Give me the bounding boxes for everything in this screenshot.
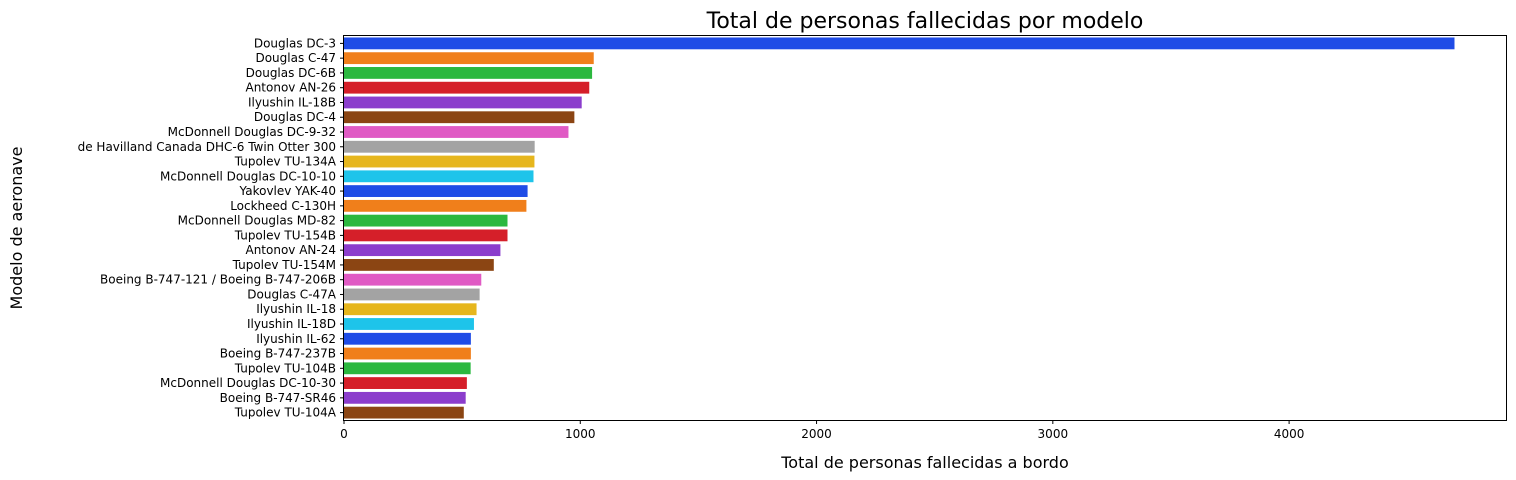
y-tick-label-25: Tupolev TU-104A [234, 406, 337, 420]
bar-23 [344, 377, 467, 389]
bar-16 [344, 273, 482, 286]
y-tick-label-18: Ilyushin IL-18 [256, 302, 336, 316]
y-tick-label-16: Boeing B-747-121 / Boeing B-747-206B [100, 273, 336, 287]
y-tick-label-9: McDonnell Douglas DC-10-10 [160, 169, 336, 183]
y-tick-label-15: Tupolev TU-154M [232, 258, 336, 272]
y-tick-label-8: Tupolev TU-134A [234, 155, 337, 169]
bar-6 [344, 126, 569, 138]
y-tick-label-11: Lockheed C-130H [230, 199, 336, 213]
y-tick-label-20: Ilyushin IL-62 [256, 332, 336, 346]
x-tick-label-2: 2000 [801, 427, 832, 441]
bar-17 [344, 288, 480, 301]
y-tick-label-7: de Havilland Canada DHC-6 Twin Otter 300 [78, 140, 336, 154]
y-tick-label-13: Tupolev TU-154B [234, 228, 336, 242]
y-tick-label-19: Ilyushin IL-18D [247, 317, 336, 331]
bar-11 [344, 199, 527, 212]
y-tick-label-12: McDonnell Douglas MD-82 [178, 214, 336, 228]
x-axis-label: Total de personas fallecidas a bordo [780, 453, 1068, 472]
x-tick-label-1: 1000 [565, 427, 596, 441]
x-axis: 0 1000 2000 3000 4000 [340, 420, 1304, 441]
y-tick-label-1: Douglas C-47 [255, 51, 336, 65]
plot-frame [343, 35, 1507, 421]
bar-20 [344, 332, 471, 345]
x-tick-label-3: 3000 [1038, 427, 1069, 441]
bar-3 [344, 81, 590, 94]
bar-13 [344, 229, 508, 242]
bar-12 [344, 214, 508, 227]
bar-9 [344, 170, 534, 183]
bar-18 [344, 303, 477, 316]
bar-8 [344, 155, 535, 168]
x-tick-label-0: 0 [340, 427, 348, 441]
bar-22 [344, 362, 471, 375]
y-tick-label-10: Yakovlev YAK-40 [239, 184, 336, 198]
x-tick-label-4: 4000 [1274, 427, 1305, 441]
y-tick-label-3: Antonov AN-26 [245, 81, 336, 95]
bar-15 [344, 259, 494, 271]
bar-24 [344, 391, 466, 404]
y-tick-label-14: Antonov AN-24 [245, 243, 336, 257]
bar-2 [344, 67, 593, 79]
bar-4 [344, 96, 582, 109]
bar-10 [344, 185, 528, 197]
y-tick-label-21: Boeing B-747-237B [220, 347, 336, 361]
y-tick-label-4: Ilyushin IL-18B [248, 95, 336, 109]
bar-5 [344, 111, 575, 124]
y-tick-label-22: Tupolev TU-104B [234, 361, 336, 375]
y-axis-label: Modelo de aeronave [7, 147, 26, 310]
bar-1 [344, 52, 594, 65]
y-tick-label-23: McDonnell Douglas DC-10-30 [160, 376, 336, 390]
bar-25 [344, 406, 464, 419]
bar-7 [344, 140, 535, 153]
y-tick-label-24: Boeing B-747-SR46 [220, 391, 336, 405]
y-tick-label-2: Douglas DC-6B [246, 66, 336, 80]
y-tick-label-6: McDonnell Douglas DC-9-32 [168, 125, 336, 139]
y-tick-label-5: Douglas DC-4 [254, 110, 336, 124]
bars-group [344, 37, 1455, 419]
bar-19 [344, 318, 474, 330]
y-tick-label-17: Douglas C-47A [247, 287, 337, 301]
bar-14 [344, 244, 501, 257]
bar-21 [344, 347, 471, 360]
chart-title: Total de personas fallecidas por modelo [706, 9, 1144, 34]
bar-0 [344, 37, 1455, 50]
y-tick-label-0: Douglas DC-3 [254, 36, 336, 50]
